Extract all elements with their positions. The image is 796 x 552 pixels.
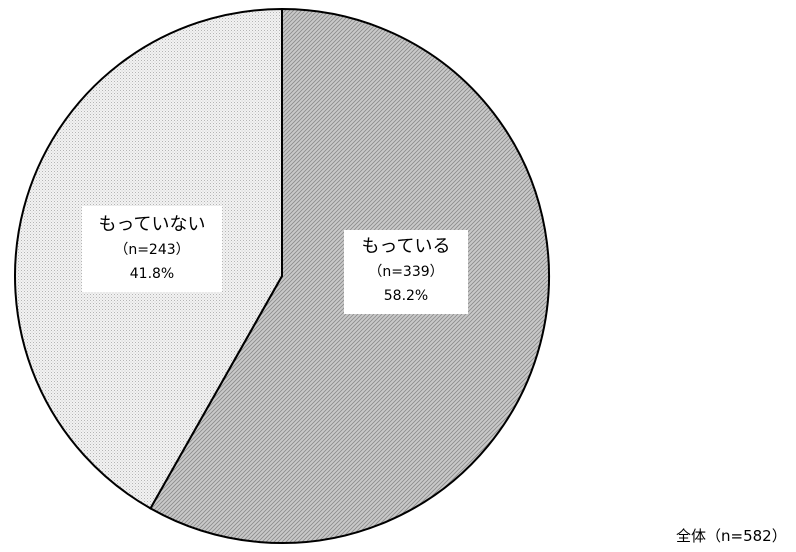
slice-label-motteiru: もっている （n=339） 58.2% (344, 230, 468, 314)
slice-percent-motteiru: 58.2% (383, 288, 429, 304)
slice-name-motteiru: もっている (361, 236, 451, 257)
total-count-note: 全体（n=582） (676, 527, 787, 545)
slice-label-motteinai: もっていない （n=243） 41.8% (82, 206, 222, 292)
slice-percent-motteinai: 41.8% (129, 266, 175, 282)
slice-name-motteinai: もっていない (98, 214, 206, 235)
slice-count-motteiru: （n=339） (368, 264, 444, 280)
slice-count-motteinai: （n=243） (114, 242, 190, 258)
